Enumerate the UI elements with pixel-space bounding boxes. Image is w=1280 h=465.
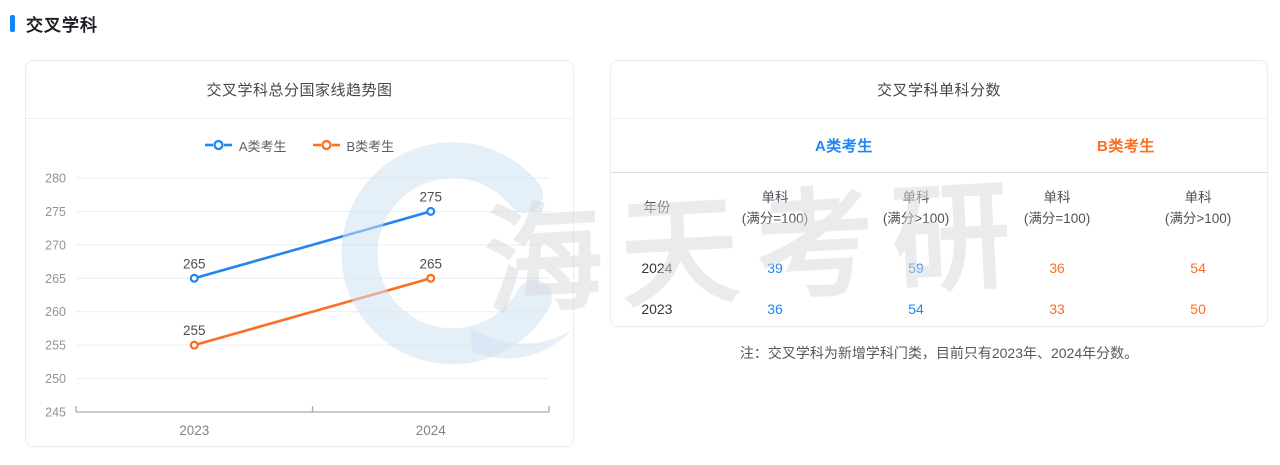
score-table-group-header: A类考生 B类考生 [611,119,1267,173]
score-table-column-headers: 年份 单科 (满分=100) 单科 (满分>100) 单科 (满分=100) 单… [611,173,1267,248]
table-row: 2023 36 54 33 50 [611,289,1267,326]
data-point [189,273,199,283]
data-point [426,273,436,283]
row-value-b2: 50 [1190,301,1206,318]
group-header-a: A类考生 [814,138,873,155]
y-tick-label: 270 [45,238,66,252]
y-tick-label: 245 [45,406,66,420]
row-year: 2023 [641,301,673,318]
section-title: 交叉学科 [26,16,98,35]
row-year: 2024 [641,260,673,277]
trend-chart-card: 交叉学科总分国家线趋势图 A类考生 B类考生 280 275 270 265 260 255… [25,60,574,447]
row-value-b2: 54 [1190,260,1206,277]
legend-item-1[interactable]: B类考生 [312,137,395,154]
legend-line-marker-icon [204,139,232,151]
table-row: 2024 39 59 36 54 [611,248,1267,289]
point-label: 265 [419,256,442,271]
section-accent-bar [10,15,15,32]
point-label: 275 [419,189,442,204]
row-value-a1: 39 [767,260,783,277]
legend-label: B类考生 [346,138,395,154]
column-header-b1: 单科 (满分=100) [1023,190,1091,226]
column-header-year: 年份 [643,200,671,216]
trend-chart-title: 交叉学科总分国家线趋势图 [26,61,573,119]
x-tick-label: 2024 [416,423,447,438]
legend-label: A类考生 [238,138,287,154]
section-header: 交叉学科 [10,11,98,36]
row-value-a2: 54 [908,301,924,318]
column-header-a2: 单科 (满分>100) [882,190,950,226]
y-tick-label: 255 [45,339,66,353]
legend-line-marker-icon [312,139,340,151]
group-header-b: B类考生 [1097,138,1155,155]
point-label: 255 [183,323,206,338]
row-value-a2: 59 [908,260,924,277]
trend-chart-svg: 280 275 270 265 260 255 250 245 2023 2024 265 275 25… [45,172,550,438]
legend-item-0[interactable]: A类考生 [204,137,287,154]
row-value-b1: 36 [1049,260,1065,277]
column-header-b2: 单科 (满分>100) [1164,190,1232,226]
y-tick-label: 280 [45,172,66,186]
y-tick-label: 265 [45,272,66,286]
chart-legend: A类考生 B类考生 [26,137,573,154]
column-header-a1: 单科 (满分=100) [741,190,809,226]
y-tick-label: 250 [45,372,66,386]
table-note: 注：交叉学科为新增学科门类，目前只有2023年、2024年分数。 [739,345,1139,361]
data-point [426,206,436,216]
y-tick-label: 275 [45,205,66,219]
row-value-b1: 33 [1049,301,1065,318]
x-tick-label: 2023 [179,423,209,438]
score-table-card: 交叉学科单科分数 A类考生 B类考生 年份 单科 (满分=100) 单科 (满分… [610,60,1268,327]
score-table-title: 交叉学科单科分数 [611,61,1267,119]
data-point [189,340,199,350]
point-label: 265 [183,256,206,271]
y-tick-label: 260 [45,305,66,319]
row-value-a1: 36 [767,301,783,318]
